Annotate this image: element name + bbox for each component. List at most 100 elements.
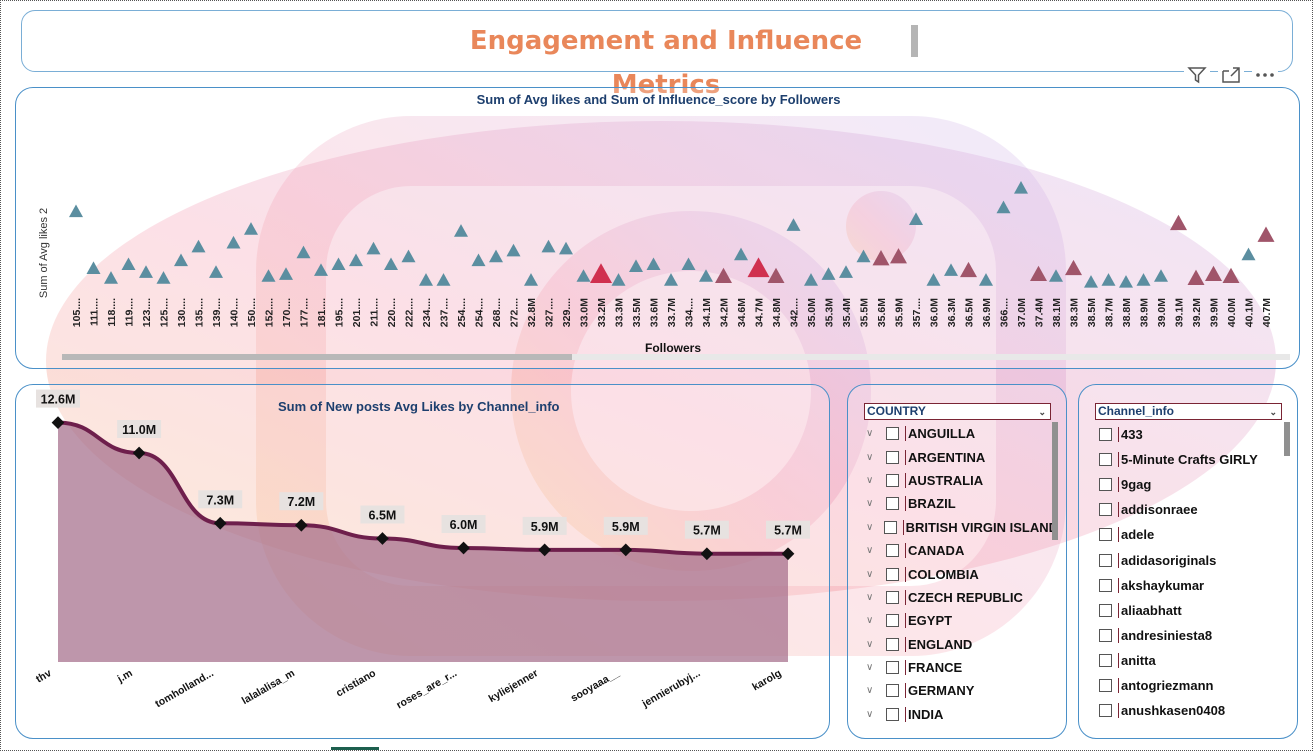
- scatter-point[interactable]: [944, 263, 958, 276]
- expand-chevron-icon[interactable]: ∨: [866, 521, 874, 533]
- country-scrollbar[interactable]: [1052, 422, 1058, 540]
- scatter-point[interactable]: [1222, 267, 1240, 283]
- slicer-item[interactable]: ∨ EGYPT: [862, 609, 1058, 632]
- scatter-point[interactable]: [261, 269, 276, 282]
- expand-chevron-icon[interactable]: ∨: [866, 638, 874, 650]
- country-slicer-dropdown[interactable]: COUNTRY ⌄: [864, 403, 1051, 420]
- scatter-point[interactable]: [454, 224, 468, 237]
- scatter-point[interactable]: [279, 267, 293, 280]
- scatter-point[interactable]: [629, 259, 643, 272]
- slicer-item[interactable]: ∨ ENGLAND: [862, 633, 1058, 656]
- scatter-point[interactable]: [436, 273, 451, 286]
- scatter-point[interactable]: [559, 241, 573, 255]
- slicer-item[interactable]: ∨ CZECH REPUBLIC: [862, 586, 1058, 609]
- scatter-point[interactable]: [86, 261, 101, 274]
- expand-chevron-icon[interactable]: ∨: [866, 474, 874, 486]
- checkbox[interactable]: [1099, 678, 1112, 692]
- scatter-point[interactable]: [909, 212, 923, 225]
- slicer-item[interactable]: ∨ ARGENTINA: [862, 445, 1058, 468]
- filter-icon[interactable]: [1184, 64, 1210, 86]
- checkbox[interactable]: [886, 614, 899, 628]
- scatter-point[interactable]: [611, 273, 626, 286]
- scatter-point[interactable]: [524, 273, 538, 286]
- expand-chevron-icon[interactable]: ∨: [866, 568, 874, 580]
- slicer-item[interactable]: andresiniesta8: [1093, 623, 1289, 648]
- scatter-point[interactable]: [786, 218, 801, 231]
- checkbox[interactable]: [886, 450, 899, 464]
- data-point-marker[interactable]: [132, 446, 146, 460]
- scatter-point[interactable]: [139, 265, 153, 278]
- scatter-point[interactable]: [979, 273, 993, 286]
- scatter-point[interactable]: [821, 267, 836, 280]
- checkbox[interactable]: [886, 637, 899, 651]
- checkbox[interactable]: [886, 544, 899, 558]
- scatter-point[interactable]: [839, 265, 853, 278]
- scatter-point[interactable]: [349, 253, 363, 267]
- checkbox[interactable]: [886, 661, 899, 675]
- area-chart-panel[interactable]: Sum of New posts Avg Likes by Channel_in…: [15, 384, 830, 739]
- expand-chevron-icon[interactable]: ∨: [866, 662, 874, 674]
- channel-scrollbar[interactable]: [1284, 422, 1290, 456]
- slicer-item[interactable]: adele: [1093, 522, 1289, 547]
- slicer-item[interactable]: ∨ BRITISH VIRGIN ISLAND: [862, 516, 1058, 539]
- scatter-point[interactable]: [384, 257, 398, 271]
- scatter-point[interactable]: [715, 267, 732, 283]
- scatter-point[interactable]: [1257, 226, 1275, 242]
- scatter-chart-panel[interactable]: Sum of Avg likes and Sum of Influence_sc…: [15, 87, 1300, 369]
- expand-chevron-icon[interactable]: ∨: [866, 591, 874, 603]
- scatter-point[interactable]: [174, 253, 188, 267]
- scatter-scrollbar-track[interactable]: [62, 354, 1290, 360]
- checkbox[interactable]: [1099, 628, 1112, 642]
- slicer-item[interactable]: aliaabhatt: [1093, 598, 1289, 623]
- slicer-item[interactable]: ∨ FRANCE: [862, 656, 1058, 679]
- slicer-item[interactable]: ∨ AUSTRALIA: [862, 469, 1058, 492]
- scatter-point[interactable]: [1136, 273, 1151, 286]
- scatter-point[interactable]: [401, 249, 416, 263]
- scatter-point[interactable]: [1170, 214, 1187, 231]
- scatter-point[interactable]: [996, 200, 1011, 214]
- checkbox[interactable]: [1099, 578, 1112, 592]
- checkbox[interactable]: [1099, 553, 1112, 567]
- scatter-point[interactable]: [1241, 247, 1256, 261]
- scatter-scrollbar-thumb[interactable]: [62, 354, 572, 360]
- scatter-point[interactable]: [1119, 275, 1133, 288]
- slicer-item[interactable]: ∨ COLOMBIA: [862, 562, 1058, 585]
- checkbox[interactable]: [886, 497, 899, 511]
- checkbox[interactable]: [886, 707, 899, 721]
- data-point-marker[interactable]: [294, 518, 308, 532]
- scatter-point[interactable]: [366, 241, 381, 255]
- expand-chevron-icon[interactable]: ∨: [866, 545, 874, 557]
- scatter-point[interactable]: [226, 235, 241, 249]
- checkbox[interactable]: [1099, 603, 1112, 617]
- scatter-point[interactable]: [331, 257, 346, 271]
- scatter-point[interactable]: [926, 273, 941, 286]
- slicer-item[interactable]: 433: [1093, 422, 1289, 447]
- checkbox[interactable]: [1099, 653, 1112, 667]
- scatter-point[interactable]: [314, 263, 328, 276]
- scatter-point[interactable]: [681, 257, 696, 271]
- scatter-point[interactable]: [1014, 181, 1028, 194]
- checkbox[interactable]: [1099, 453, 1112, 467]
- scatter-point[interactable]: [1084, 275, 1098, 288]
- scatter-point[interactable]: [1187, 269, 1205, 285]
- expand-chevron-icon[interactable]: ∨: [866, 428, 874, 440]
- slicer-item[interactable]: 9gag: [1093, 472, 1289, 497]
- scatter-point[interactable]: [856, 249, 871, 263]
- checkbox[interactable]: [1099, 528, 1112, 542]
- scatter-point[interactable]: [209, 265, 223, 278]
- checkbox[interactable]: [1099, 478, 1112, 492]
- slicer-item[interactable]: ∨ INDIA: [862, 703, 1058, 722]
- checkbox[interactable]: [886, 473, 899, 487]
- scatter-point[interactable]: [1049, 269, 1063, 282]
- slicer-item[interactable]: adidasoriginals: [1093, 547, 1289, 572]
- more-options-icon[interactable]: [1252, 64, 1278, 86]
- scatter-point[interactable]: [104, 271, 118, 284]
- scatter-point[interactable]: [1030, 265, 1047, 282]
- scatter-point[interactable]: [506, 243, 521, 257]
- scatter-point[interactable]: [419, 273, 433, 286]
- slicer-item[interactable]: anitta: [1093, 648, 1289, 673]
- slicer-item[interactable]: ∨ BRAZIL: [862, 492, 1058, 515]
- expand-chevron-icon[interactable]: ∨: [866, 708, 874, 720]
- focus-mode-icon[interactable]: [1218, 64, 1244, 86]
- checkbox[interactable]: [886, 590, 899, 604]
